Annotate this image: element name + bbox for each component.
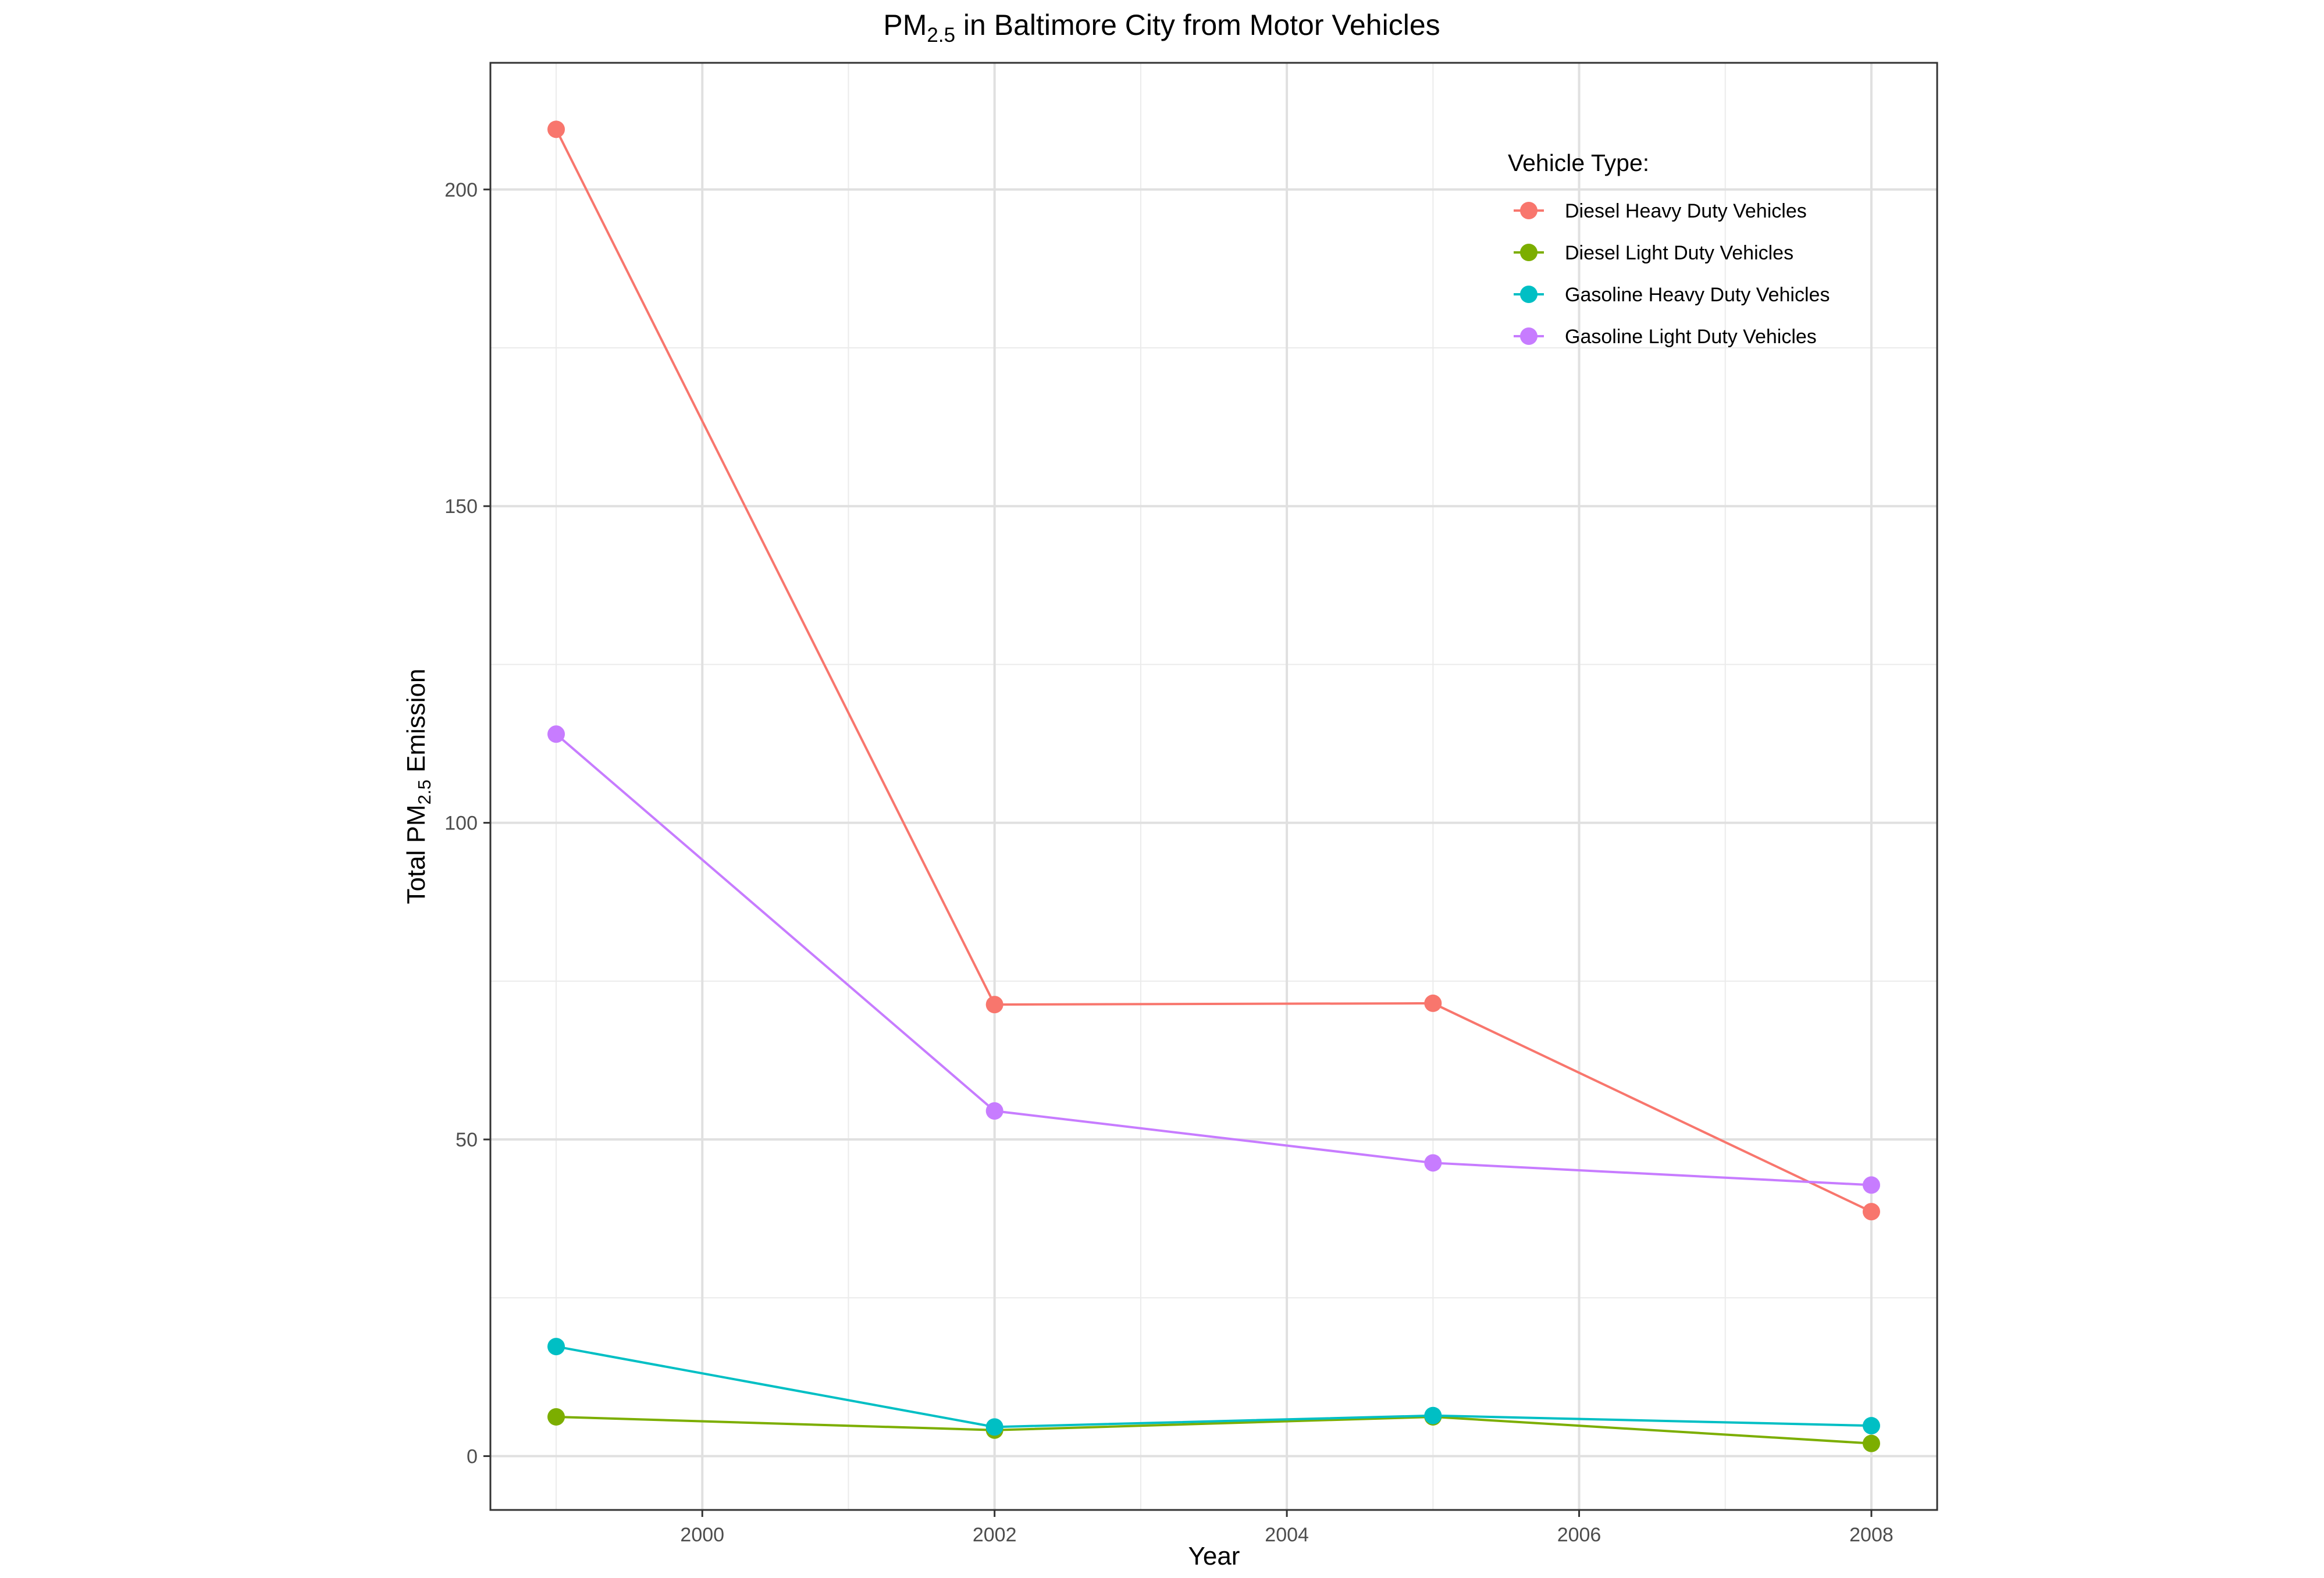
legend: Vehicle Type: Diesel Heavy Duty Vehicles… <box>1508 149 1830 348</box>
legend-label: Diesel Heavy Duty Vehicles <box>1565 200 1807 222</box>
data-point <box>1862 1434 1880 1452</box>
y-axis-title-main: Total PM <box>402 804 430 904</box>
legend-item: Gasoline Heavy Duty Vehicles <box>1514 284 1830 306</box>
data-point <box>547 1408 565 1426</box>
legend-label: Gasoline Light Duty Vehicles <box>1565 326 1817 348</box>
data-point <box>985 1418 1003 1436</box>
legend-label: Diesel Light Duty Vehicles <box>1565 242 1793 264</box>
series-line <box>556 1345 1872 1429</box>
x-tick-label: 2006 <box>1557 1524 1601 1546</box>
legend-key-point <box>1520 286 1538 303</box>
y-tick-label: 0 <box>467 1445 478 1467</box>
legend-title: Vehicle Type: <box>1508 149 1649 176</box>
legend-key-point <box>1520 244 1538 261</box>
data-point <box>547 725 565 743</box>
data-point <box>985 1102 1003 1120</box>
series-line <box>555 129 1872 1213</box>
x-axis-title: Year <box>1188 1542 1240 1570</box>
series <box>547 1338 1880 1436</box>
legend-item: Diesel Heavy Duty Vehicles <box>1514 200 1807 222</box>
series <box>547 725 1880 1194</box>
y-tick-label: 100 <box>444 813 478 835</box>
series-layer <box>547 120 1880 1452</box>
legend-items: Diesel Heavy Duty Vehicles Diesel Light D… <box>1514 200 1830 348</box>
chart-title-rest: in Baltimore City from Motor Vehicles <box>955 9 1440 41</box>
x-tick-label: 2002 <box>973 1524 1017 1546</box>
y-tick-label: 150 <box>444 496 478 518</box>
data-point <box>547 120 565 138</box>
data-point <box>1862 1417 1880 1435</box>
series <box>547 120 1880 1221</box>
y-axis-title-subscript: 2.5 <box>414 779 435 804</box>
legend-item: Diesel Light Duty Vehicles <box>1514 242 1793 264</box>
chart-title: PM2.5 in Baltimore City from Motor Vehic… <box>883 9 1440 47</box>
x-tick-label: 2004 <box>1265 1524 1309 1546</box>
x-tick-label: 2000 <box>680 1524 724 1546</box>
legend-key-point <box>1520 327 1538 345</box>
data-point <box>1862 1203 1880 1221</box>
chart-title-main: PM <box>883 9 927 41</box>
x-tick-label: 2008 <box>1849 1524 1894 1546</box>
data-point <box>1862 1176 1880 1194</box>
x-axis: 2000 2002 2004 2006 2008 <box>680 1510 1894 1546</box>
series-line <box>555 733 1872 1187</box>
y-tick-label: 50 <box>455 1129 478 1151</box>
y-axis-title: Total PM2.5 Emission <box>402 669 435 904</box>
legend-key-point <box>1520 202 1538 219</box>
data-point <box>1424 1406 1442 1424</box>
series-line <box>556 1415 1872 1445</box>
y-tick-label: 200 <box>444 179 478 201</box>
data-point <box>1424 994 1442 1012</box>
chart-title-subscript: 2.5 <box>927 24 955 47</box>
legend-item: Gasoline Light Duty Vehicles <box>1514 326 1817 348</box>
data-point <box>547 1338 565 1356</box>
data-point <box>1424 1154 1442 1172</box>
plot-panel-border <box>489 62 1938 1511</box>
data-point <box>985 996 1003 1014</box>
y-axis-title-rest: Emission <box>402 669 430 780</box>
y-axis: 0 50 100 150 200 <box>444 179 490 1467</box>
legend-label: Gasoline Heavy Duty Vehicles <box>1565 284 1830 306</box>
grid <box>490 63 1937 1510</box>
